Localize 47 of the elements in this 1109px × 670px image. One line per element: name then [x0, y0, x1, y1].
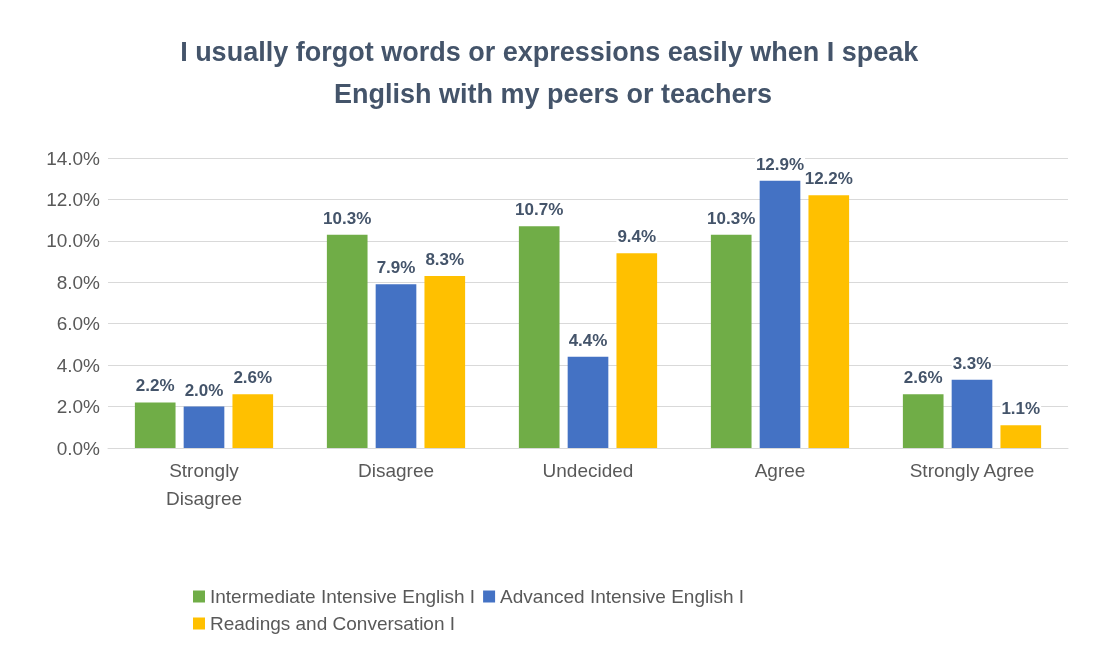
bar [183, 406, 225, 448]
data-label: 2.0% [184, 380, 224, 400]
bar [232, 394, 274, 448]
y-tick-label: 0.0% [56, 437, 101, 459]
data-label: 7.9% [376, 258, 416, 278]
y-tick-label: 6.0% [56, 313, 101, 335]
data-label: 8.3% [425, 250, 465, 270]
data-label: 3.3% [952, 353, 992, 373]
bar [424, 276, 466, 448]
legend-label: Advanced Intensive English I [500, 586, 745, 607]
y-tick-label: 10.0% [46, 230, 101, 252]
bar [808, 195, 850, 448]
x-tick-label: Disagree [357, 459, 435, 481]
legend-label: Readings and Conversation I [210, 613, 456, 634]
bar [951, 379, 993, 448]
y-tick-label: 4.0% [56, 354, 101, 376]
y-tick-label: 12.0% [46, 188, 101, 210]
data-label: 2.6% [233, 368, 273, 388]
bar [1000, 425, 1042, 448]
x-tick-label: Strongly Agree [909, 459, 1035, 481]
data-label: 1.1% [1001, 399, 1041, 419]
bar [134, 402, 176, 448]
x-tick-label: Strongly Disagree [165, 459, 243, 509]
bar [710, 234, 752, 448]
data-label: 2.6% [903, 368, 943, 388]
data-label: 10.3% [323, 208, 372, 228]
bar [902, 394, 944, 448]
bar [567, 356, 609, 448]
data-label: 10.7% [515, 200, 564, 220]
chart-title: I usually forgot words or expressions easily when I speak English with my peers or teachers [180, 37, 926, 109]
bar [326, 234, 368, 448]
y-tick-label: 14.0% [46, 147, 101, 169]
data-label: 12.9% [755, 154, 805, 174]
x-tick-label: Agree [754, 459, 806, 481]
bar [616, 253, 658, 448]
y-tick-label: 8.0% [56, 271, 101, 293]
bar [375, 284, 417, 448]
x-tick-label: Undecided [542, 459, 634, 481]
y-tick-label: 2.0% [56, 396, 101, 418]
data-label: 12.2% [804, 169, 853, 189]
bar [518, 226, 560, 448]
legend-label: Intermediate Intensive English I [210, 586, 476, 607]
data-label: 2.2% [135, 376, 175, 396]
data-label: 10.3% [707, 208, 756, 228]
data-label: 9.4% [617, 227, 657, 247]
bar [759, 180, 801, 448]
data-label: 4.4% [568, 330, 608, 350]
